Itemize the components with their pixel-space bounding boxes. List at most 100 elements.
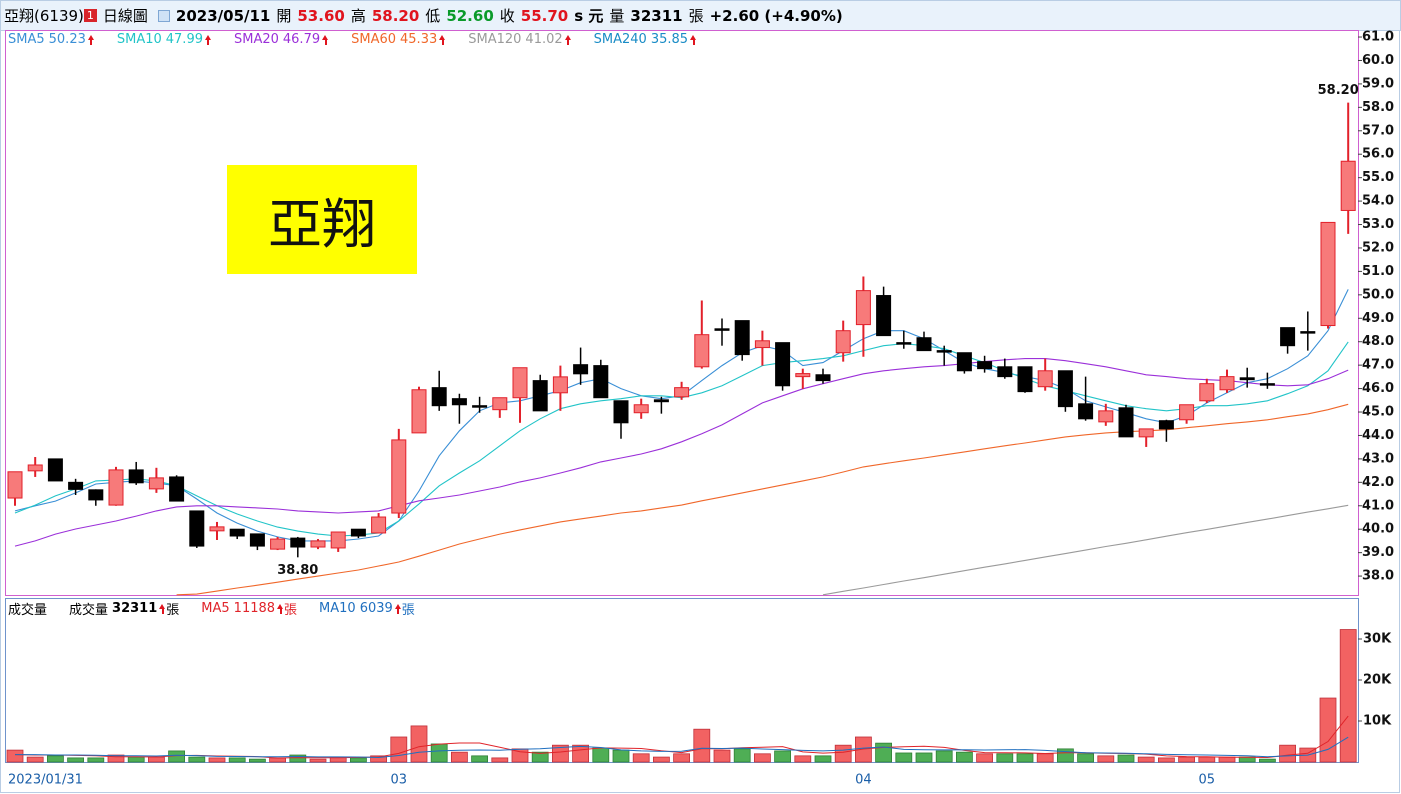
legend-name: SMA60 xyxy=(351,32,397,47)
chart-kind[interactable]: 日線圖 xyxy=(102,7,148,25)
candle-body xyxy=(290,537,306,548)
badge[interactable]: 1 xyxy=(83,9,97,22)
volume-bar xyxy=(632,753,650,763)
volume-bar xyxy=(1218,756,1236,763)
up-arrow xyxy=(277,603,284,614)
candle-body xyxy=(674,387,690,398)
volume-bar xyxy=(6,749,24,763)
candle-body xyxy=(1219,376,1235,391)
candle-body xyxy=(714,328,730,331)
volume-bar xyxy=(713,749,731,763)
y-tick-label: 47.0 xyxy=(1362,358,1394,373)
candle-body xyxy=(956,352,972,372)
legend-item: MA10 6039 張 xyxy=(319,599,415,618)
x-tick-label: 05 xyxy=(1199,773,1216,788)
candle-body xyxy=(512,367,528,399)
candle-body xyxy=(108,469,124,506)
legend-name: MA10 xyxy=(319,601,356,616)
y-tick-label: 60.0 xyxy=(1362,53,1394,68)
candle-body xyxy=(633,404,649,414)
y-tick-label: 39.0 xyxy=(1362,545,1394,560)
legend-name: SMA120 xyxy=(468,32,522,47)
volume-bar xyxy=(956,751,973,763)
volume-panel xyxy=(5,598,1359,763)
candle-body xyxy=(128,469,144,484)
y-tick-label: 44.0 xyxy=(1362,428,1394,443)
volume-bar xyxy=(67,757,84,763)
volume-bar xyxy=(26,756,44,763)
candle-body xyxy=(310,540,326,548)
volume-bar xyxy=(915,752,933,763)
legend-unit: 張 xyxy=(401,603,415,618)
candle-body xyxy=(1320,221,1336,327)
candle-body xyxy=(1300,331,1316,334)
legend-item: SMA10 47.99 xyxy=(117,32,212,47)
volume-label: 量 xyxy=(609,7,625,25)
volume-bar xyxy=(1158,757,1175,763)
stamp: 亞翔 xyxy=(227,165,417,274)
volume-bar xyxy=(471,755,489,763)
x-tick-label: 03 xyxy=(391,773,408,788)
y-tick-label: 52.0 xyxy=(1362,240,1394,255)
candle-body xyxy=(1199,383,1215,402)
volume-bar xyxy=(592,747,610,763)
legend-value: 46.79 xyxy=(282,32,321,47)
low-label: 低 xyxy=(425,7,441,25)
candle-body xyxy=(371,516,387,534)
candle-body xyxy=(532,380,548,412)
candle-body xyxy=(7,471,23,499)
candle-body xyxy=(229,528,245,537)
legend-name: SMA5 xyxy=(8,32,45,47)
legend-value: 35.85 xyxy=(650,32,689,47)
candle-body xyxy=(1118,407,1134,438)
volume-bar xyxy=(228,757,246,763)
y-tick-label: 57.0 xyxy=(1362,123,1394,138)
y-tick-label: 43.0 xyxy=(1362,451,1394,466)
y-tick-label: 58.0 xyxy=(1362,100,1394,115)
candle-body xyxy=(734,320,750,356)
high-label: 高 xyxy=(350,7,366,25)
close-label: 收 xyxy=(499,7,515,25)
candle-body xyxy=(492,397,508,411)
candle-body xyxy=(47,458,63,482)
candle-body xyxy=(411,389,427,434)
volume-title: 成交量 xyxy=(8,603,48,618)
up-arrow xyxy=(690,34,697,45)
open-value: 53.60 xyxy=(297,6,345,25)
volume-bar xyxy=(127,756,145,763)
x-tick-label: 04 xyxy=(855,773,872,788)
y-tick-label: 49.0 xyxy=(1362,311,1394,326)
volume-bar xyxy=(147,756,165,763)
candle-body xyxy=(330,531,346,549)
candle-body xyxy=(1138,428,1154,438)
volume-bar xyxy=(208,757,226,763)
volume-unit: 張 xyxy=(688,7,704,25)
volume-bar xyxy=(248,758,266,763)
y-tick-label: 54.0 xyxy=(1362,194,1394,209)
candle-body xyxy=(835,330,851,354)
checkbox[interactable] xyxy=(157,9,170,22)
volume-bar xyxy=(1238,756,1256,763)
date: 2023/05/11 xyxy=(175,6,271,25)
y-tick-label: 59.0 xyxy=(1362,76,1394,91)
volume-bar xyxy=(1279,744,1296,763)
y-tick-label: 48.0 xyxy=(1362,334,1394,349)
candle-body xyxy=(1098,410,1114,423)
extreme-label: 58.20 xyxy=(1318,83,1359,98)
candle-body xyxy=(209,526,225,532)
volume-bar xyxy=(1178,756,1195,763)
volume-bar xyxy=(834,744,852,763)
y-tick-label: 51.0 xyxy=(1362,264,1394,279)
volume-bar xyxy=(289,754,307,763)
y-tick-label: 56.0 xyxy=(1362,147,1394,162)
candle-body xyxy=(1259,383,1275,386)
y-tick-label: 38.0 xyxy=(1362,569,1394,584)
volume-bar xyxy=(754,753,771,763)
candle-body xyxy=(1179,404,1195,421)
volume-value: 32311 xyxy=(630,6,683,25)
candle-body xyxy=(27,464,43,472)
high-value: 58.20 xyxy=(371,6,420,25)
y-tick-label: 61.0 xyxy=(1362,30,1394,45)
close-suffix: s 元 xyxy=(574,7,604,25)
